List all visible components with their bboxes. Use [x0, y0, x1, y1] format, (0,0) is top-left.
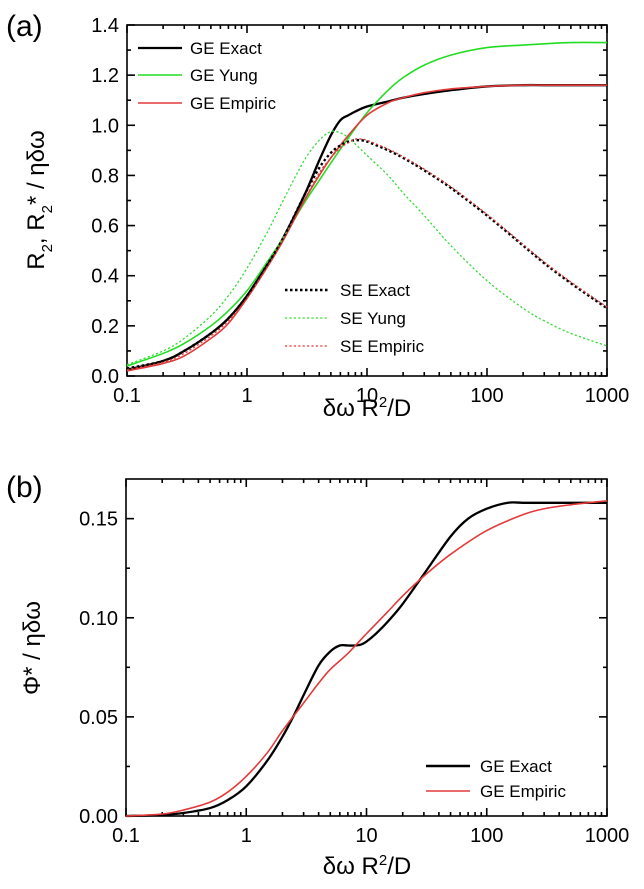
panel-a-curves: [126, 41, 608, 372]
panel-a-xtick-label: 1: [241, 385, 252, 407]
legend-label-ge-exact: GE Exact: [190, 39, 262, 58]
panel-b-curves: [125, 500, 608, 818]
panel-a-ytick-label: 1.4: [91, 15, 119, 37]
panel-b-y-axis-label: Φ* / ηδω: [19, 601, 46, 695]
panel-b-xlabel-base: δω R: [323, 853, 379, 880]
panel-b-xtick-label: 10: [355, 825, 377, 847]
panel-a-xlabel-base: δω R: [323, 395, 379, 422]
panel-a-ytick-label: 0.4: [91, 266, 119, 288]
panel-a-ytick-label: 0.0: [91, 366, 119, 388]
panel-b-xlabel-sup: 2: [379, 852, 387, 869]
panel-a-series-se-empiric: [126, 138, 608, 371]
panel-a-series-ge-yung: [126, 41, 608, 367]
legend-label-se-empiric: SE Empiric: [340, 337, 425, 356]
panel-a-ylabel-a: R: [23, 252, 50, 269]
panel-b-ytick-label: 0.10: [79, 608, 118, 630]
panel-a-ylabel-b: , R: [23, 213, 50, 244]
panel-a-legend-bottom: SE Exact SE Yung SE Empiric: [285, 281, 425, 356]
panel-a-xtick-label: 10: [356, 385, 378, 407]
panel-a-ylabel-b-sub: 2: [39, 205, 56, 213]
panel-b-ytick-label: 0.05: [79, 707, 118, 729]
panel-a-x-ticks: 0.1 1 10 100 1000: [113, 25, 629, 407]
legend-label-b-ge-empiric: GE Empiric: [480, 782, 566, 801]
panel-b-xtick-label: 1000: [585, 825, 630, 847]
panel-a-ylabel-a-sub: 2: [39, 244, 56, 252]
panel-b-xtick-label: 100: [470, 825, 503, 847]
panel-a-label: (a): [6, 10, 43, 43]
panel-a-ylabel-c: * / ηδω: [23, 130, 50, 205]
legend-label-se-exact: SE Exact: [340, 281, 410, 300]
panel-a-series-se-yung: [126, 130, 608, 366]
panel-a-ytick-label: 0.2: [91, 316, 119, 338]
panel-a-series-ge-empiric: [126, 84, 607, 372]
panel-a-legend-top: GE Exact GE Yung GE Empiric: [138, 39, 276, 113]
panel-a-xtick-label: 1000: [585, 385, 630, 407]
panel-b: (b) 0.1 1 10 100 1000 0.00 0.05 0.10 0.15 GE Ex…: [6, 471, 629, 880]
panel-a-ytick-label: 1.0: [91, 115, 119, 137]
panel-a: (a) 0.1 1 10 100 1000 0.0 0.2 0.4 0.6 0.8 1.0 1.2 1…: [6, 10, 629, 422]
panel-b-xtick-label: 1: [241, 825, 252, 847]
panel-b-ytick-label: 0.15: [79, 509, 118, 531]
legend-label-se-yung: SE Yung: [340, 309, 406, 328]
panel-a-xtick-label: 0.1: [113, 385, 141, 407]
panel-a-x-axis-label: δω R2/D: [323, 394, 411, 422]
legend-label-b-ge-exact: GE Exact: [480, 757, 552, 776]
panel-a-y-axis-label: R2, R2* / ηδω: [23, 130, 56, 270]
panel-a-xtick-label: 100: [470, 385, 503, 407]
panel-b-y-ticks: 0.00 0.05 0.10 0.15: [79, 509, 607, 828]
panel-b-xtick-label: 0.1: [112, 825, 140, 847]
panel-a-xlabel-tail: /D: [387, 395, 411, 422]
panel-a-y-ticks: 0.0 0.2 0.4 0.6 0.8 1.0 1.2 1.4: [91, 15, 607, 388]
panel-a-ytick-label: 0.8: [91, 165, 119, 187]
panel-b-xlabel-tail: /D: [387, 853, 411, 880]
panel-b-legend: GE Exact GE Empiric: [426, 757, 566, 801]
panel-b-x-ticks: 0.1 1 10 100 1000: [112, 479, 629, 847]
panel-b-label: (b): [6, 471, 43, 504]
legend-label-ge-yung: GE Yung: [190, 66, 258, 85]
panel-a-xlabel-sup: 2: [379, 394, 387, 411]
panel-b-x-axis-label: δω R2/D: [323, 852, 411, 880]
panel-a-ytick-label: 0.6: [91, 216, 119, 238]
panel-a-ytick-label: 1.2: [91, 65, 119, 87]
panel-b-series-ge-empiric: [125, 500, 608, 817]
legend-label-ge-empiric: GE Empiric: [190, 94, 276, 113]
panel-b-ytick-label: 0.00: [79, 806, 118, 828]
